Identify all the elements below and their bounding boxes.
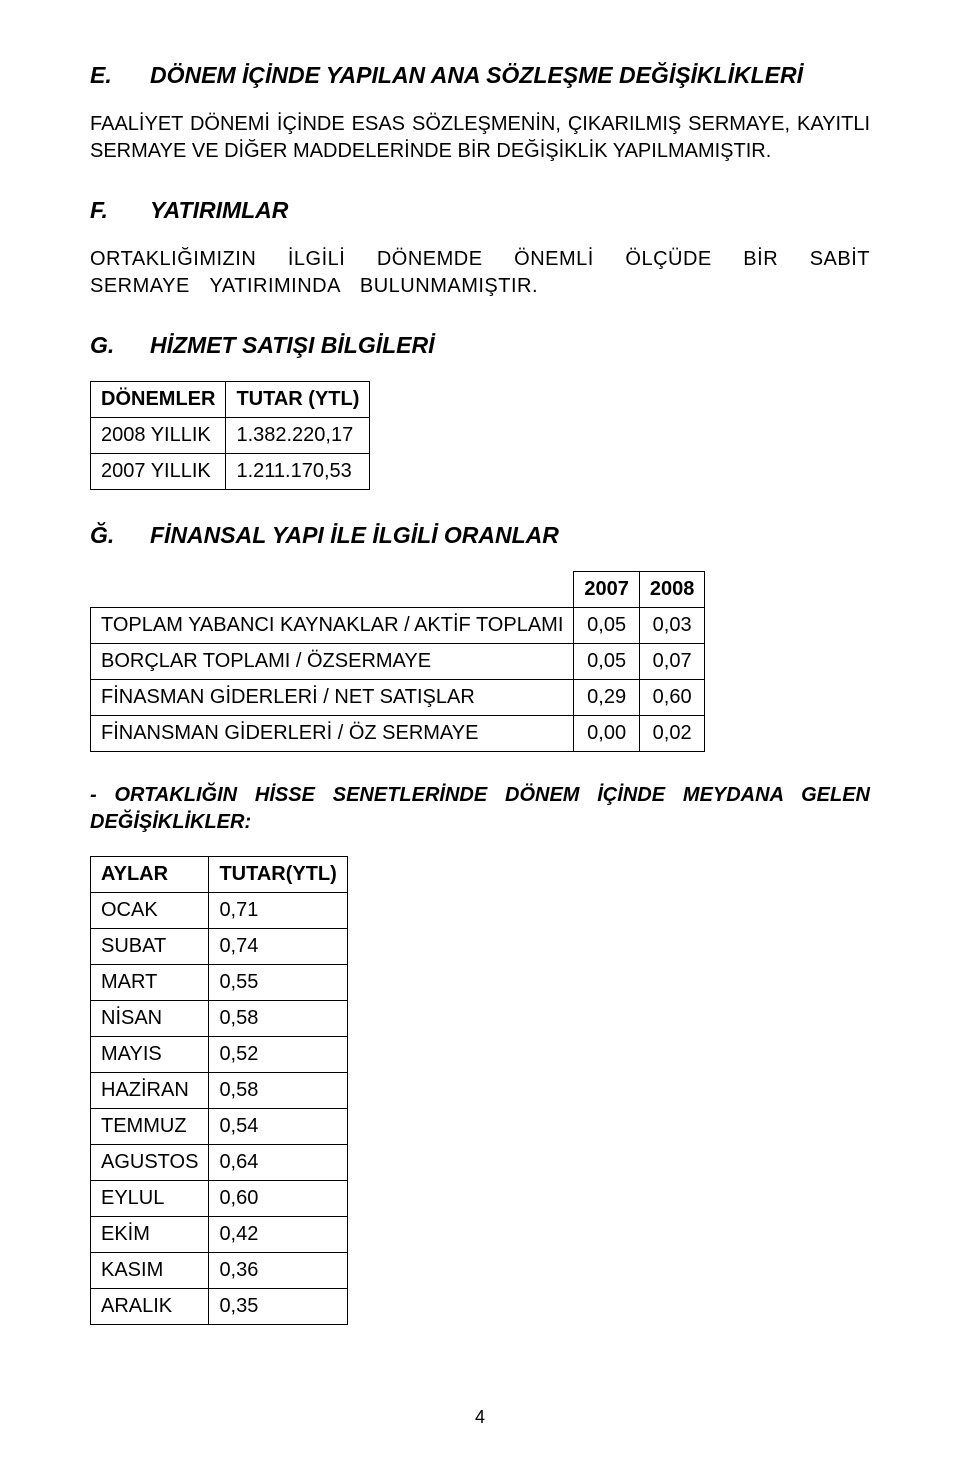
table-cell: 0,02 — [639, 716, 705, 752]
table-cell: 0,00 — [574, 716, 640, 752]
table-header: TUTAR (YTL) — [226, 382, 370, 418]
table-cell: ARALIK — [91, 1289, 209, 1325]
table-cell: 2007 YILLIK — [91, 454, 226, 490]
table-cell: 1.382.220,17 — [226, 418, 370, 454]
section-g-title: HİZMET SATIŞI BİLGİLERİ — [150, 330, 435, 361]
table-cell: 0,54 — [209, 1109, 347, 1145]
table-header: AYLAR — [91, 857, 209, 893]
table-cell: MART — [91, 965, 209, 1001]
section-f-letter: F. — [90, 195, 114, 226]
table-cell: KASIM — [91, 1253, 209, 1289]
service-sales-table: DÖNEMLER TUTAR (YTL) 2008 YILLIK 1.382.2… — [90, 381, 370, 490]
table-cell: 0,03 — [639, 608, 705, 644]
table-header: 2008 — [639, 572, 705, 608]
table-cell: TEMMUZ — [91, 1109, 209, 1145]
table-cell: 1.211.170,53 — [226, 454, 370, 490]
table-cell: NİSAN — [91, 1001, 209, 1037]
table-cell: 0,07 — [639, 644, 705, 680]
table-cell: 0,55 — [209, 965, 347, 1001]
table-cell: 0,74 — [209, 929, 347, 965]
section-e-letter: E. — [90, 60, 114, 91]
section-gcaron-title: FİNANSAL YAPI İLE İLGİLİ ORANLAR — [150, 520, 559, 551]
table-header: TUTAR(YTL) — [209, 857, 347, 893]
section-gcaron-letter: Ğ. — [90, 520, 114, 551]
table-cell: AGUSTOS — [91, 1145, 209, 1181]
section-e-body: FAALİYET DÖNEMİ İÇİNDE ESAS SÖZLEŞMENİN,… — [90, 111, 870, 165]
table-cell: 0,58 — [209, 1001, 347, 1037]
table-cell: EKİM — [91, 1217, 209, 1253]
table-cell: BORÇLAR TOPLAMI / ÖZSERMAYE — [91, 644, 574, 680]
table-cell: FİNASMAN GİDERLERİ / NET SATIŞLAR — [91, 680, 574, 716]
table-cell: FİNANSMAN GİDERLERİ / ÖZ SERMAYE — [91, 716, 574, 752]
monthly-changes-table: AYLAR TUTAR(YTL) OCAK0,71 SUBAT0,74 MART… — [90, 856, 348, 1325]
table-cell: 0,05 — [574, 608, 640, 644]
table-cell: SUBAT — [91, 929, 209, 965]
table-cell: 0,64 — [209, 1145, 347, 1181]
table-cell: 0,35 — [209, 1289, 347, 1325]
table-cell: OCAK — [91, 893, 209, 929]
financial-ratios-table: 2007 2008 TOPLAM YABANCI KAYNAKLAR / AKT… — [90, 571, 705, 752]
table-cell: EYLUL — [91, 1181, 209, 1217]
table-cell: 0,60 — [639, 680, 705, 716]
table-cell: 0,29 — [574, 680, 640, 716]
section-f-title: YATIRIMLAR — [150, 195, 288, 226]
table-header: DÖNEMLER — [91, 382, 226, 418]
section-f-body: ORTAKLIĞIMIZIN İLGİLİ DÖNEMDE ÖNEMLİ ÖLÇ… — [90, 246, 870, 300]
table-cell: HAZİRAN — [91, 1073, 209, 1109]
table-cell: 0,71 — [209, 893, 347, 929]
table-cell: 0,60 — [209, 1181, 347, 1217]
table-cell: 0,58 — [209, 1073, 347, 1109]
table-cell: 2008 YILLIK — [91, 418, 226, 454]
table-cell: 0,36 — [209, 1253, 347, 1289]
table-cell: 0,52 — [209, 1037, 347, 1073]
table-cell: 0,05 — [574, 644, 640, 680]
page-number: 4 — [90, 1405, 870, 1429]
section-e-title: DÖNEM İÇİNDE YAPILAN ANA SÖZLEŞME DEĞİŞİ… — [150, 60, 803, 91]
section-g-letter: G. — [90, 330, 114, 361]
table-cell: MAYIS — [91, 1037, 209, 1073]
table-cell: TOPLAM YABANCI KAYNAKLAR / AKTİF TOPLAMI — [91, 608, 574, 644]
table-header: 2007 — [574, 572, 640, 608]
sub-paragraph-heading: - ORTAKLIĞIN HİSSE SENETLERİNDE DÖNEM İÇ… — [90, 782, 870, 836]
table-cell: 0,42 — [209, 1217, 347, 1253]
